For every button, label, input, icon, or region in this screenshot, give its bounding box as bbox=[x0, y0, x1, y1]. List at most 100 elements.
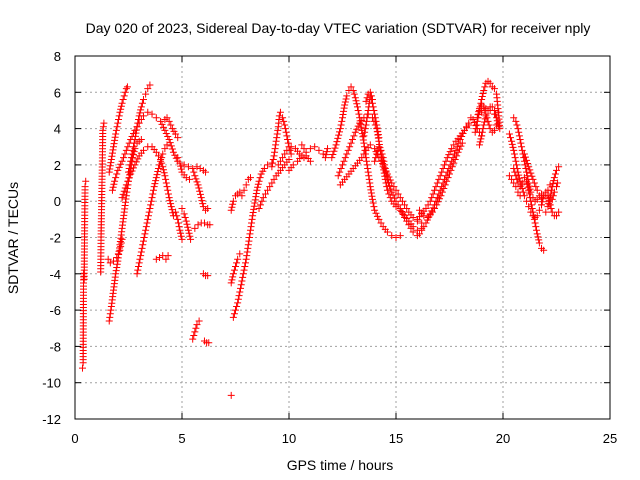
plus-marker bbox=[264, 186, 272, 194]
plus-marker bbox=[529, 175, 537, 183]
plus-marker bbox=[478, 128, 486, 136]
plus-marker bbox=[343, 150, 351, 158]
plus-marker bbox=[383, 183, 391, 191]
plus-marker bbox=[381, 161, 389, 169]
plus-marker bbox=[107, 155, 115, 163]
series-a29 bbox=[285, 152, 314, 174]
plus-marker bbox=[194, 221, 202, 229]
plus-marker bbox=[441, 161, 449, 169]
plus-marker bbox=[120, 154, 128, 162]
plus-marker bbox=[99, 126, 107, 134]
plus-marker bbox=[106, 162, 114, 170]
plus-marker bbox=[271, 145, 279, 153]
plus-marker bbox=[169, 148, 177, 156]
plus-marker bbox=[388, 188, 396, 196]
plus-marker bbox=[284, 139, 292, 147]
plus-marker bbox=[229, 270, 237, 278]
plus-marker bbox=[122, 85, 130, 93]
series-a50 bbox=[538, 188, 563, 220]
plus-marker bbox=[482, 105, 490, 113]
series-a2 bbox=[97, 119, 108, 276]
plus-marker bbox=[152, 177, 160, 185]
plus-marker bbox=[274, 126, 282, 134]
data-marks bbox=[78, 77, 563, 399]
plus-marker bbox=[273, 130, 281, 138]
plus-marker bbox=[440, 184, 448, 192]
plus-marker bbox=[526, 166, 534, 174]
plus-marker bbox=[550, 177, 558, 185]
plus-marker bbox=[154, 168, 162, 176]
plus-marker bbox=[105, 317, 113, 325]
plus-marker bbox=[236, 188, 244, 196]
plus-marker bbox=[532, 183, 540, 191]
plus-marker bbox=[372, 209, 380, 217]
plus-marker bbox=[174, 154, 182, 162]
plus-marker bbox=[534, 233, 542, 241]
plus-marker bbox=[165, 194, 173, 202]
plus-marker bbox=[433, 201, 441, 209]
plus-marker bbox=[129, 146, 137, 154]
plus-marker bbox=[236, 250, 244, 258]
plus-marker bbox=[177, 162, 185, 170]
plus-marker bbox=[154, 152, 162, 160]
plus-marker bbox=[394, 201, 402, 209]
plus-marker bbox=[117, 243, 125, 251]
plus-marker bbox=[127, 157, 135, 165]
plus-marker bbox=[244, 241, 252, 249]
plus-marker bbox=[146, 81, 154, 89]
plus-marker bbox=[341, 154, 349, 162]
plus-marker bbox=[545, 200, 553, 208]
plus-marker bbox=[269, 159, 277, 167]
plus-marker bbox=[142, 226, 150, 234]
plus-marker bbox=[131, 132, 139, 140]
plus-marker bbox=[420, 223, 428, 231]
plus-marker bbox=[346, 143, 354, 151]
plus-marker bbox=[524, 160, 532, 168]
plus-marker bbox=[227, 279, 235, 287]
plus-marker bbox=[486, 79, 494, 87]
plus-marker bbox=[450, 141, 458, 149]
plus-marker bbox=[113, 123, 121, 131]
plus-marker bbox=[234, 295, 242, 303]
plus-marker bbox=[420, 212, 428, 220]
plus-marker bbox=[530, 179, 538, 187]
plus-marker bbox=[336, 128, 344, 136]
plus-marker bbox=[160, 169, 168, 177]
plus-marker bbox=[340, 157, 348, 165]
plus-marker bbox=[253, 186, 261, 194]
plus-marker bbox=[111, 133, 119, 141]
plus-marker bbox=[276, 108, 284, 116]
series-a28 bbox=[274, 143, 308, 169]
plus-marker bbox=[396, 194, 404, 202]
plus-marker bbox=[474, 111, 482, 119]
plus-marker bbox=[366, 88, 374, 96]
plus-marker bbox=[132, 129, 140, 137]
plus-marker bbox=[306, 145, 314, 153]
plus-marker bbox=[109, 146, 117, 154]
plus-marker bbox=[549, 192, 557, 200]
plus-marker bbox=[184, 223, 192, 231]
plus-marker bbox=[246, 226, 254, 234]
series-a35 bbox=[360, 92, 383, 142]
plus-marker bbox=[190, 168, 198, 176]
plus-marker bbox=[368, 192, 376, 200]
plus-marker bbox=[374, 127, 382, 135]
plus-marker bbox=[508, 137, 516, 145]
x-tick-label: 10 bbox=[282, 431, 296, 446]
plus-marker bbox=[514, 125, 522, 133]
plus-marker bbox=[243, 252, 251, 260]
series-a27 bbox=[268, 108, 295, 171]
plus-marker bbox=[228, 203, 236, 211]
plus-marker bbox=[510, 179, 518, 187]
plus-marker bbox=[139, 96, 147, 104]
plus-marker bbox=[159, 163, 167, 171]
plus-marker bbox=[183, 220, 191, 228]
series-a12 bbox=[172, 208, 186, 243]
series-a3 bbox=[105, 135, 145, 325]
plus-marker bbox=[391, 194, 399, 202]
x-tick-label: 25 bbox=[603, 431, 617, 446]
plus-marker bbox=[372, 154, 380, 162]
plus-marker bbox=[239, 273, 247, 281]
x-tick-label: 15 bbox=[389, 431, 403, 446]
plus-marker bbox=[110, 143, 118, 151]
